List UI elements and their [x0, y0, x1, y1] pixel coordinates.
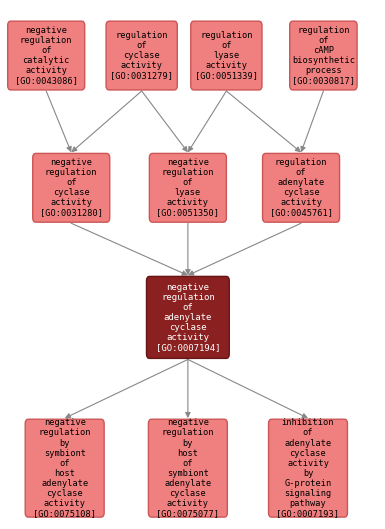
FancyBboxPatch shape — [8, 21, 85, 90]
FancyBboxPatch shape — [25, 419, 104, 517]
FancyBboxPatch shape — [290, 21, 357, 90]
Text: negative
regulation
of
catalytic
activity
[GO:0043086]: negative regulation of catalytic activit… — [15, 26, 78, 85]
Text: negative
regulation
of
lyase
activity
[GO:0051350]: negative regulation of lyase activity [G… — [156, 158, 219, 217]
Text: regulation
of
cAMP
biosynthetic
process
[GO:0030817]: regulation of cAMP biosynthetic process … — [292, 26, 355, 85]
FancyBboxPatch shape — [148, 419, 227, 517]
FancyBboxPatch shape — [106, 21, 177, 90]
Text: regulation
of
lyase
activity
[GO:0051339]: regulation of lyase activity [GO:0051339… — [195, 31, 258, 80]
Text: negative
regulation
by
host
of
symbiont
adenylate
cyclase
activity
[GO:0075077]: negative regulation by host of symbiont … — [156, 418, 219, 518]
Text: regulation
of
adenylate
cyclase
activity
[GO:0045761]: regulation of adenylate cyclase activity… — [270, 158, 333, 217]
Text: negative
regulation
by
symbiont
of
host
adenylate
cyclase
activity
[GO:0075108]: negative regulation by symbiont of host … — [33, 418, 96, 518]
FancyBboxPatch shape — [33, 153, 110, 222]
FancyBboxPatch shape — [149, 153, 226, 222]
Text: inhibition
of
adenylate
cyclase
activity
by
G-protein
signaling
pathway
[GO:0007: inhibition of adenylate cyclase activity… — [276, 418, 340, 518]
FancyBboxPatch shape — [269, 419, 348, 517]
Text: negative
regulation
of
cyclase
activity
[GO:0031280]: negative regulation of cyclase activity … — [40, 158, 103, 217]
Text: regulation
of
cyclase
activity
[GO:0031279]: regulation of cyclase activity [GO:00312… — [110, 31, 173, 80]
FancyBboxPatch shape — [191, 21, 262, 90]
Text: negative
regulation
of
adenylate
cyclase
activity
[GO:0007194]: negative regulation of adenylate cyclase… — [156, 282, 220, 352]
FancyBboxPatch shape — [263, 153, 340, 222]
FancyBboxPatch shape — [146, 276, 229, 359]
